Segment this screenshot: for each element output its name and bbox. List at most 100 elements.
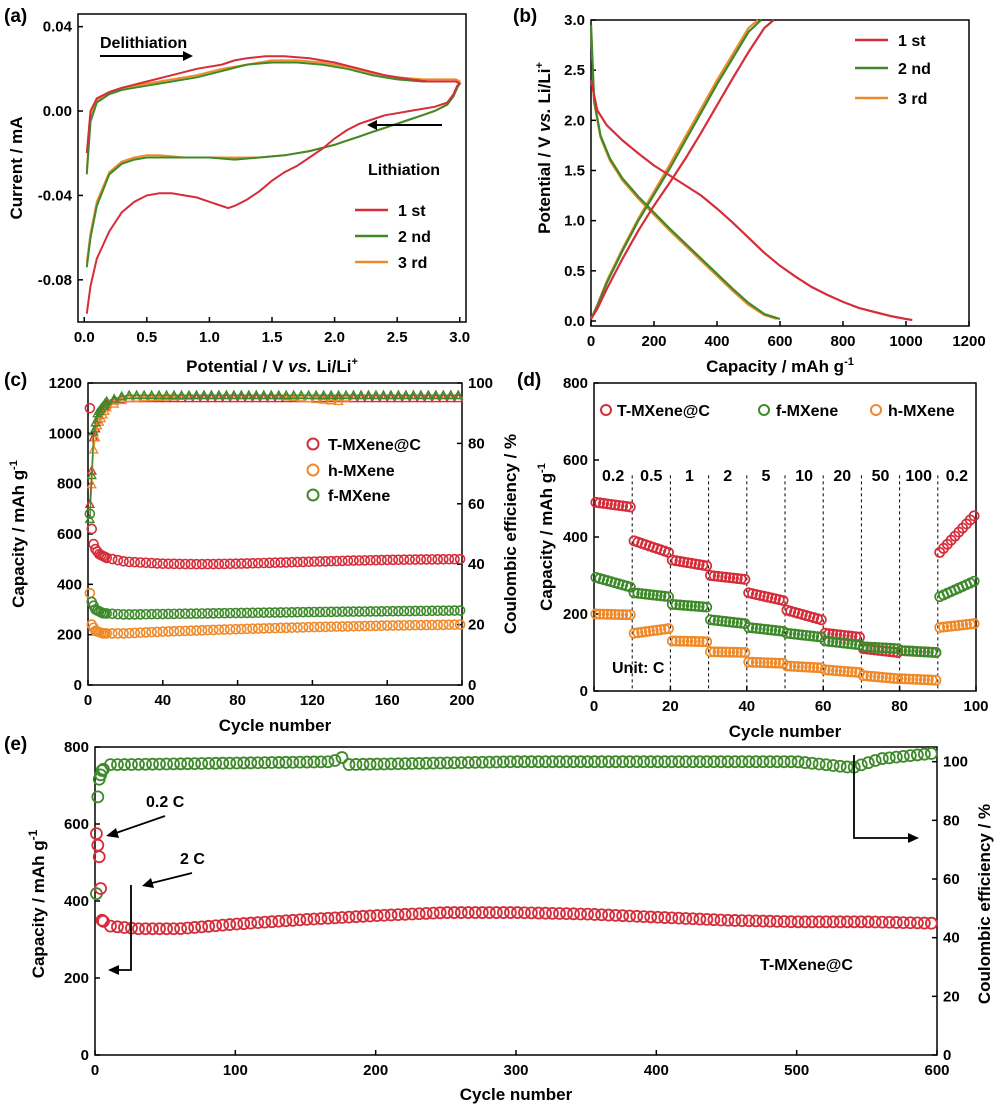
y2-tick-label: 100 [943,754,968,771]
efficiency-point [293,755,307,769]
rate-point [609,608,621,620]
efficiency-point [412,756,426,770]
efficiency-point [325,392,337,403]
efficiency-point [228,389,240,400]
rate-point [777,595,789,606]
efficiency-point [183,389,195,400]
capacity-point [209,919,223,933]
efficiency-point [546,755,559,769]
rate-point [670,555,682,567]
capacity-point [432,619,443,631]
rate-point [685,600,697,612]
capacity-point [297,622,309,633]
efficiency-point [236,392,247,403]
y-tick-label: -0.08 [38,272,72,289]
panel-b-xlabel: Capacity / mAh g-1 [706,356,854,376]
x-tick-label: 20 [662,698,679,715]
efficiency-point [651,755,665,769]
capacity-point [202,608,213,619]
legend-marker-t-mxene [306,437,320,451]
y-tick-label: 600 [64,816,89,833]
efficiency-point [400,389,412,400]
rate-point [682,557,694,569]
x-tick-label: 200 [641,333,666,350]
capacity-point [432,554,443,565]
capacity-point [129,627,141,639]
efficiency-point [228,392,240,403]
capacity-point [230,558,242,570]
efficiency-point [630,755,644,769]
capacity-point [293,913,307,927]
efficiency-point [532,755,545,769]
rate-point [945,620,957,632]
capacity-point [348,555,359,566]
capacity-point [258,915,272,929]
capacity-point [123,609,135,620]
rate-point [873,642,885,654]
efficiency-point [84,513,96,524]
arrow-head-2c [142,878,154,888]
rate-point [827,664,839,676]
efficiency-point [183,392,195,403]
efficiency-point [131,389,142,400]
rate-point [605,498,617,510]
capacity-point [174,625,185,637]
efficiency-point [153,389,165,400]
efficiency-point [191,392,202,403]
efficiency-point [95,764,109,777]
x-tick-label: 1000 [889,333,922,350]
rate-point [812,662,823,674]
efficiency-point [812,757,826,771]
capacity-point [331,606,343,618]
y-tick-label: 0.0 [564,313,585,330]
efficiency-point [266,389,277,400]
efficiency-point [917,747,931,761]
annotation-0-2c: 0.2 C [146,794,185,811]
rate-point [594,497,606,509]
capacity-point [679,912,693,925]
rate-point [743,656,755,668]
capacity-point [275,607,286,618]
y-tick-label: 200 [57,627,82,644]
rate-point [716,615,728,627]
capacity-point [896,916,910,929]
efficiency-point [644,755,658,769]
capacity-point [230,607,242,619]
y-tick-label: 0.5 [564,263,585,280]
rate-point [796,629,808,641]
capacity-point [404,620,415,631]
efficiency-point [273,389,284,400]
efficiency-point [131,392,142,402]
capacity-point [658,911,672,924]
rate-label: 100 [905,468,932,485]
panel-e-frame [94,746,938,1056]
efficiency-point [826,759,840,772]
capacity-point [686,912,700,926]
capacity-point [223,918,237,931]
rate-point [712,570,724,582]
cv-curve-1st [85,55,462,314]
efficiency-point [440,756,454,770]
capacity-point [847,915,861,929]
efficiency-point [784,755,798,769]
capacity-point [581,907,594,921]
x-tick-label: 0 [91,1062,99,1079]
panel-d-xlabel: Cycle number [729,722,842,741]
capacity-point [861,915,875,929]
rate-point [907,645,919,657]
panel-e-y2label: Coulombic efficiency / % [975,804,994,1004]
capacity-point [94,882,108,895]
rate-point [720,646,732,658]
legend-label-t-mxene: T-MXene@C [328,437,421,454]
capacity-point [84,587,96,599]
capacity-point [241,623,253,635]
panel-e: (e) 0 100 200 300 400 500 60002004006008000204… [4,734,994,1104]
capacity-point [118,921,131,934]
rate-point [678,635,690,647]
rate-point [720,616,732,627]
capacity-point [707,913,721,927]
capacity-point [903,916,917,930]
capacity-point [216,918,230,932]
efficiency-point [243,389,254,400]
capacity-point [269,557,281,568]
